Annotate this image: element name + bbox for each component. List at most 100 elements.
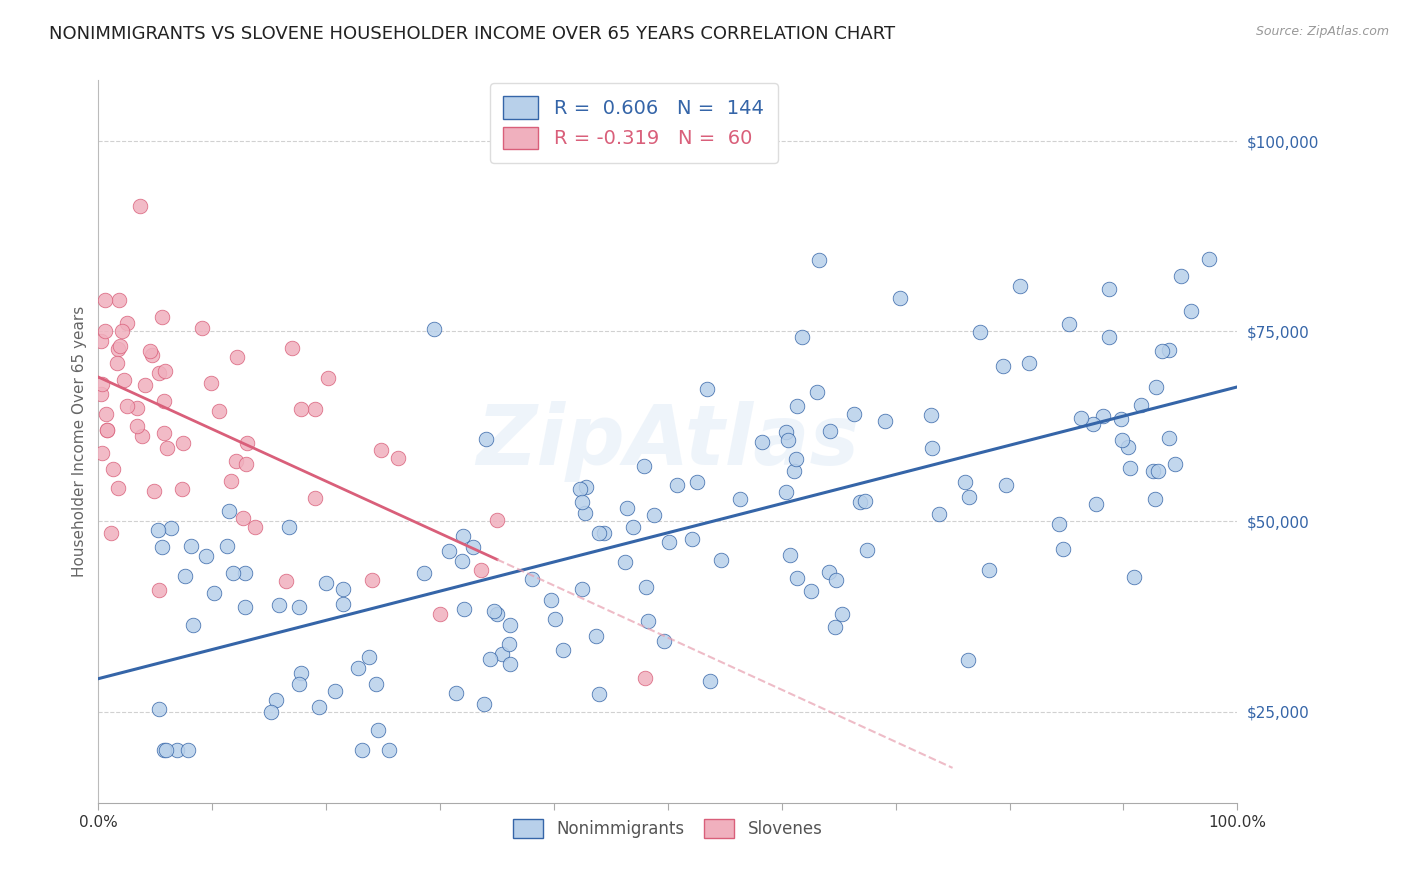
Point bbox=[96, 423, 118, 437]
Point bbox=[107, 481, 129, 495]
Point bbox=[451, 554, 474, 568]
Point bbox=[90, 386, 112, 401]
Point bbox=[110, 339, 132, 353]
Point bbox=[370, 443, 392, 458]
Point bbox=[281, 341, 304, 355]
Point bbox=[278, 520, 301, 534]
Point bbox=[571, 495, 593, 509]
Point bbox=[977, 564, 1000, 578]
Point bbox=[1018, 356, 1040, 370]
Point bbox=[316, 371, 339, 385]
Point bbox=[1085, 497, 1108, 511]
Point bbox=[90, 334, 112, 348]
Point bbox=[957, 490, 980, 504]
Point bbox=[90, 376, 112, 391]
Point bbox=[190, 320, 212, 334]
Point bbox=[235, 457, 257, 471]
Point bbox=[1159, 431, 1181, 445]
Point bbox=[222, 566, 245, 581]
Point bbox=[463, 540, 485, 554]
Point bbox=[100, 526, 122, 541]
Point bbox=[148, 702, 170, 716]
Point bbox=[778, 433, 800, 447]
Point bbox=[820, 424, 842, 438]
Point bbox=[470, 563, 492, 577]
Point bbox=[953, 475, 976, 490]
Point bbox=[290, 401, 312, 416]
Point bbox=[499, 657, 522, 671]
Point bbox=[643, 508, 665, 522]
Point bbox=[1098, 330, 1121, 344]
Point bbox=[148, 582, 170, 597]
Point bbox=[107, 343, 129, 357]
Point bbox=[423, 322, 446, 336]
Point bbox=[593, 526, 616, 541]
Point bbox=[96, 423, 118, 437]
Point bbox=[155, 742, 177, 756]
Point bbox=[153, 742, 176, 756]
Point bbox=[1047, 516, 1070, 531]
Point bbox=[141, 347, 163, 361]
Point bbox=[225, 454, 247, 468]
Point bbox=[873, 414, 896, 428]
Point bbox=[957, 653, 980, 667]
Point bbox=[666, 477, 689, 491]
Point bbox=[156, 441, 179, 455]
Point bbox=[486, 513, 509, 527]
Point bbox=[219, 474, 242, 488]
Point bbox=[308, 700, 330, 714]
Point bbox=[1157, 343, 1180, 357]
Point bbox=[1118, 460, 1140, 475]
Point bbox=[127, 401, 149, 416]
Point bbox=[1008, 279, 1031, 293]
Point bbox=[451, 529, 474, 543]
Point bbox=[928, 508, 950, 522]
Point bbox=[117, 316, 139, 330]
Point bbox=[226, 350, 249, 364]
Point bbox=[172, 483, 194, 497]
Point bbox=[889, 291, 911, 305]
Point bbox=[921, 441, 943, 455]
Point bbox=[172, 435, 194, 450]
Point bbox=[1098, 282, 1121, 296]
Point bbox=[290, 666, 312, 681]
Point bbox=[233, 566, 256, 580]
Point bbox=[686, 475, 709, 489]
Point bbox=[243, 520, 266, 534]
Point bbox=[208, 404, 231, 418]
Point bbox=[233, 599, 256, 614]
Point bbox=[1057, 317, 1080, 331]
Point bbox=[616, 501, 638, 516]
Point bbox=[112, 372, 135, 386]
Point bbox=[111, 324, 134, 338]
Point bbox=[482, 604, 505, 618]
Point bbox=[232, 511, 254, 525]
Point bbox=[143, 483, 166, 498]
Point bbox=[800, 584, 823, 599]
Point bbox=[1092, 409, 1115, 423]
Point bbox=[540, 592, 562, 607]
Point bbox=[658, 534, 681, 549]
Point bbox=[544, 612, 567, 626]
Point bbox=[96, 407, 118, 421]
Point bbox=[1070, 411, 1092, 425]
Point bbox=[575, 480, 598, 494]
Point bbox=[553, 643, 575, 657]
Point bbox=[775, 425, 797, 439]
Point bbox=[304, 402, 326, 417]
Text: ZipAtlas: ZipAtlas bbox=[477, 401, 859, 482]
Point bbox=[91, 446, 114, 460]
Point bbox=[453, 602, 475, 616]
Point bbox=[360, 573, 382, 587]
Point bbox=[785, 451, 807, 466]
Point bbox=[174, 569, 197, 583]
Point bbox=[350, 742, 373, 756]
Point bbox=[366, 676, 388, 690]
Point bbox=[1170, 269, 1192, 284]
Point bbox=[1123, 570, 1146, 584]
Point bbox=[588, 687, 610, 701]
Point bbox=[849, 495, 872, 509]
Point bbox=[621, 520, 644, 534]
Point bbox=[486, 607, 509, 622]
Point bbox=[217, 539, 239, 553]
